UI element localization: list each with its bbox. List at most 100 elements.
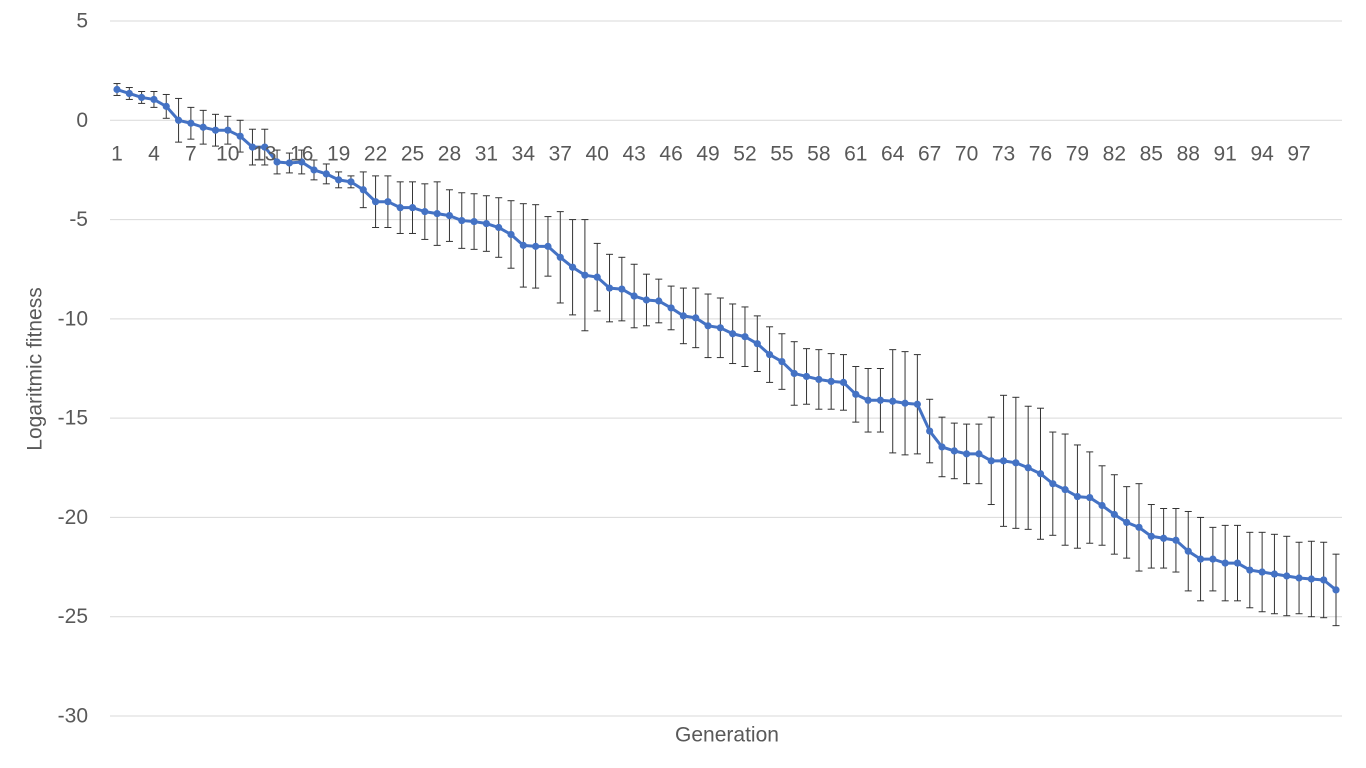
data-point: [298, 158, 306, 166]
data-point: [1086, 493, 1094, 502]
data-point: [1098, 501, 1106, 510]
data-point: [1332, 586, 1340, 594]
data-point: [827, 377, 835, 386]
data-point: [445, 212, 454, 220]
data-point: [359, 186, 367, 194]
y-tick-label: -25: [58, 605, 88, 628]
x-tick-label: 85: [1140, 143, 1163, 166]
x-tick-label: 19: [327, 143, 350, 166]
x-tick-label: 52: [733, 143, 756, 166]
x-tick-label: 16: [290, 143, 313, 166]
data-point: [162, 102, 170, 110]
data-point: [1320, 576, 1328, 584]
data-point: [458, 216, 466, 225]
data-point: [384, 198, 392, 206]
data-point: [753, 340, 761, 348]
data-point: [679, 312, 688, 320]
data-point: [581, 271, 589, 279]
data-point: [839, 378, 848, 386]
data-point: [1160, 534, 1168, 542]
x-tick-label: 43: [622, 143, 645, 166]
data-point: [913, 400, 921, 408]
data-point: [1295, 574, 1303, 582]
data-point: [187, 119, 195, 127]
data-point: [605, 284, 614, 292]
data-point: [113, 85, 121, 94]
data-point: [1049, 480, 1057, 488]
data-point: [790, 369, 798, 378]
data-point: [950, 447, 958, 455]
y-tick-label: -30: [58, 705, 88, 728]
data-point: [987, 457, 995, 465]
data-point: [433, 210, 441, 218]
data-point: [1196, 555, 1205, 563]
data-point: [889, 397, 897, 405]
data-point: [335, 176, 343, 184]
x-tick-label: 88: [1177, 143, 1200, 166]
data-point: [224, 126, 232, 134]
data-point: [347, 178, 355, 186]
data-point: [901, 399, 909, 407]
data-point: [544, 242, 552, 250]
data-point: [975, 450, 983, 458]
data-point: [1184, 547, 1192, 555]
x-tick-label: 22: [364, 143, 387, 166]
y-axis-tick-labels: 5 0 -5 -10 -15 -20 -25 -30: [58, 10, 88, 728]
data-point: [852, 390, 860, 398]
data-point: [1172, 536, 1180, 544]
data-point: [1123, 518, 1131, 526]
y-tick-label: -15: [58, 407, 88, 430]
data-point: [1246, 566, 1254, 574]
data-point: [248, 143, 257, 151]
data-point: [1283, 572, 1291, 580]
y-tick-label: 0: [76, 109, 88, 132]
data-point: [470, 217, 478, 226]
data-point: [667, 304, 675, 312]
data-point: [1307, 575, 1315, 583]
data-point: [556, 253, 564, 261]
y-axis-title: Logaritmic fitness: [24, 287, 47, 450]
data-point: [408, 204, 417, 212]
x-tick-label: 79: [1066, 143, 1089, 166]
data-point: [138, 93, 146, 102]
x-tick-label: 94: [1250, 143, 1274, 166]
data-point: [125, 89, 133, 98]
data-point: [1135, 523, 1143, 531]
data-point: [285, 159, 293, 167]
data-point: [236, 132, 244, 140]
data-point: [421, 208, 429, 216]
x-tick-label: 1: [111, 143, 123, 166]
series-line: [116, 88, 1337, 592]
data-point: [630, 292, 638, 300]
x-tick-label: 64: [881, 143, 905, 166]
data-point: [1024, 464, 1032, 472]
series-markers: [113, 85, 1340, 594]
gridlines: [110, 20, 1342, 717]
data-point: [310, 166, 318, 174]
data-point: [396, 204, 404, 212]
x-tick-label: 40: [586, 143, 609, 166]
data-point: [938, 443, 946, 451]
data-point: [495, 223, 503, 232]
data-point: [273, 158, 281, 166]
data-point: [692, 314, 700, 322]
x-tick-label: 37: [549, 143, 572, 166]
y-tick-label: -20: [58, 506, 88, 529]
y-tick-label: -5: [69, 208, 88, 231]
data-point: [1036, 470, 1045, 478]
data-point: [532, 242, 540, 250]
x-tick-label: 91: [1214, 143, 1237, 166]
data-point: [815, 375, 823, 384]
data-point: [371, 198, 380, 206]
x-tick-label: 28: [438, 143, 461, 166]
data-point: [519, 241, 527, 249]
x-tick-label: 82: [1103, 143, 1126, 166]
data-point: [704, 322, 712, 330]
data-point: [963, 450, 971, 458]
data-point: [322, 170, 330, 178]
data-point: [593, 273, 601, 281]
x-tick-label: 31: [475, 143, 498, 166]
data-point: [1221, 559, 1229, 567]
data-point: [999, 457, 1008, 465]
